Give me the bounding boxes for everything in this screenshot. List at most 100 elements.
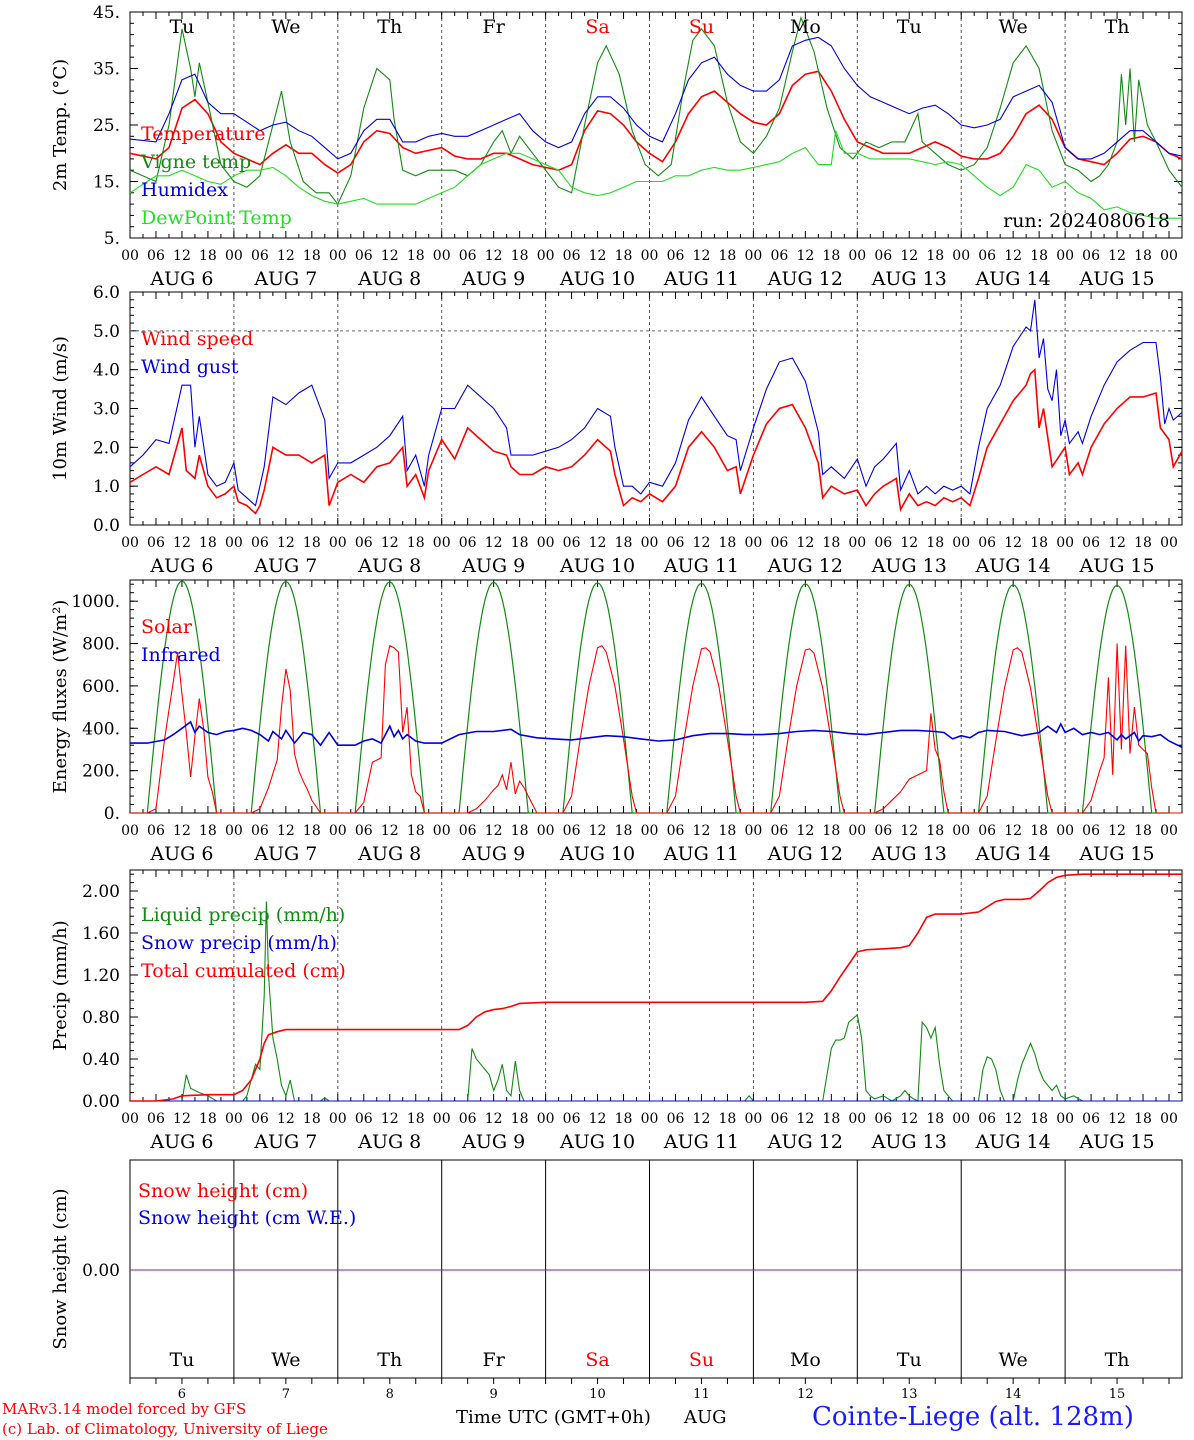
panel3-hour-label: 06 [770,823,788,839]
panel4-hour-label: 00 [1056,1111,1074,1127]
panel2-hour-label: 18 [1134,535,1152,551]
panel3-hour-label: 06 [978,823,996,839]
panel2-hour-label: 18 [615,535,633,551]
panel4-date-label: AUG 14 [975,1131,1051,1153]
panel3-ytick-label: 1000. [71,592,120,612]
panel4-hour-label: 00 [952,1111,970,1127]
panel3-ytick-label: 800. [82,635,120,655]
panel3-hour-label: 18 [719,823,737,839]
panel2-hour-label: 12 [485,535,503,551]
month-label: AUG [684,1407,727,1428]
panel2-hour-label: 18 [719,535,737,551]
panel4-hour-label: 00 [121,1111,139,1127]
panel1-date-label: AUG 8 [357,268,421,290]
panel3-date-label: AUG 10 [559,843,635,865]
panel1-hour-label: 18 [199,248,217,264]
panel2-ytick-label: 5.0 [93,322,120,342]
panel4-hour-label: 00 [329,1111,347,1127]
panel1-day-name: Sa [585,16,609,38]
panel2-ytick-label: 1.0 [93,477,120,497]
panel4-date-label: AUG 11 [663,1131,739,1153]
panel5-ylabel: Snow height (cm) [50,1188,71,1349]
panel1-hour-label: 12 [1004,248,1022,264]
panel4-hour-label: 06 [770,1111,788,1127]
panel1-hour-label: 06 [147,248,165,264]
panel1-day-name: We [271,16,300,38]
panel1-hour-label: 00 [329,248,347,264]
panel3-hour-label: 00 [329,823,347,839]
panel1-legend-entry: Humidex [141,179,228,201]
panel5-day-name: We [999,1349,1028,1371]
panel2-hour-label: 12 [693,535,711,551]
panel4-hour-label: 00 [744,1111,762,1127]
panel4-hour-label: 06 [251,1111,269,1127]
panel2-ylabel: 10m Wind (m/s) [50,336,71,481]
panel4-date-label: AUG 13 [871,1131,947,1153]
panel1-series-line [129,70,1183,174]
panel3-date-label: AUG 8 [357,843,421,865]
panel5-day-name: Th [1105,1349,1130,1371]
panel3-hour-label: 18 [511,823,529,839]
panel2-date-label: AUG 15 [1078,555,1154,577]
panel3-hour-label: 12 [485,823,503,839]
panel4-legend-entry: Snow precip (mm/h) [141,932,337,954]
panel3-hour-label: 12 [900,823,918,839]
panel2-hour-label: 18 [822,535,840,551]
panel1-hour-label: 18 [1030,248,1048,264]
panel2-ytick-label: 3.0 [93,400,120,420]
panel2-date-label: AUG 12 [767,555,843,577]
panel5-frame [129,1159,1183,1379]
panel1-series-line [129,36,1183,160]
time-axis-label: Time UTC (GMT+0h) [456,1407,651,1428]
panel2-hour-label: 06 [1082,535,1100,551]
panel4-date-label: AUG 15 [1078,1131,1154,1153]
panel1-hour-label: 12 [173,248,191,264]
panel1-hour-label: 00 [1160,248,1178,264]
panel3-hour-label: 06 [459,823,477,839]
run-label: run: 2024080618 [1003,210,1170,232]
panel3-ytick-label: 400. [82,719,120,739]
panel5-day-number: 11 [693,1387,710,1402]
panel1-ytick-label: 35. [93,60,120,80]
panel4-hour-label: 12 [485,1111,503,1127]
panel2-frame [129,291,1183,526]
panel3-hour-label: 12 [693,823,711,839]
panel4-hour-label: 12 [589,1111,607,1127]
panel1-hour-label: 00 [537,248,555,264]
panel3-hour-label: 06 [251,823,269,839]
panel5-day-number: 14 [1005,1387,1022,1402]
panel1-ytick-label: 45. [93,3,120,23]
panel2-hour-label: 18 [199,535,217,551]
panel3-legend-entry: Solar [141,616,193,638]
panel4-hour-label: 18 [615,1111,633,1127]
panel3-series-line [130,720,1183,749]
panel2-hour-label: 18 [926,535,944,551]
panel4-hour-label: 12 [1004,1111,1022,1127]
panel1-hour-label: 12 [796,248,814,264]
panel4-ytick-label: 0.40 [82,1050,120,1070]
panel3-hour-label: 18 [615,823,633,839]
panel4-hour-label: 00 [225,1111,243,1127]
panel2-hour-label: 00 [952,535,970,551]
panel2-hour-label: 00 [848,535,866,551]
panel2-date-label: AUG 11 [663,555,739,577]
panel4-hour-label: 18 [303,1111,321,1127]
panel3-series-line [130,643,1182,814]
panel4-hour-label: 06 [459,1111,477,1127]
panel2-hour-label: 06 [770,535,788,551]
panel3-toa-solar-arc [961,584,1066,814]
panel5-day-name: Su [689,1349,714,1371]
panel2-date-label: AUG 7 [253,555,317,577]
panel4-hour-label: 06 [667,1111,685,1127]
panel4-hour-label: 06 [355,1111,373,1127]
panel1-hour-label: 18 [926,248,944,264]
panel1-hour-label: 18 [303,248,321,264]
panel4-hour-label: 06 [978,1111,996,1127]
panel3-toa-solar-arc [441,581,546,814]
panel2-hour-label: 00 [537,535,555,551]
panel2-series-line [129,368,1183,515]
panel3-hour-label: 12 [589,823,607,839]
panel3-hour-label: 00 [641,823,659,839]
panel3-hour-label: 12 [173,823,191,839]
panel3-hour-label: 06 [1082,823,1100,839]
